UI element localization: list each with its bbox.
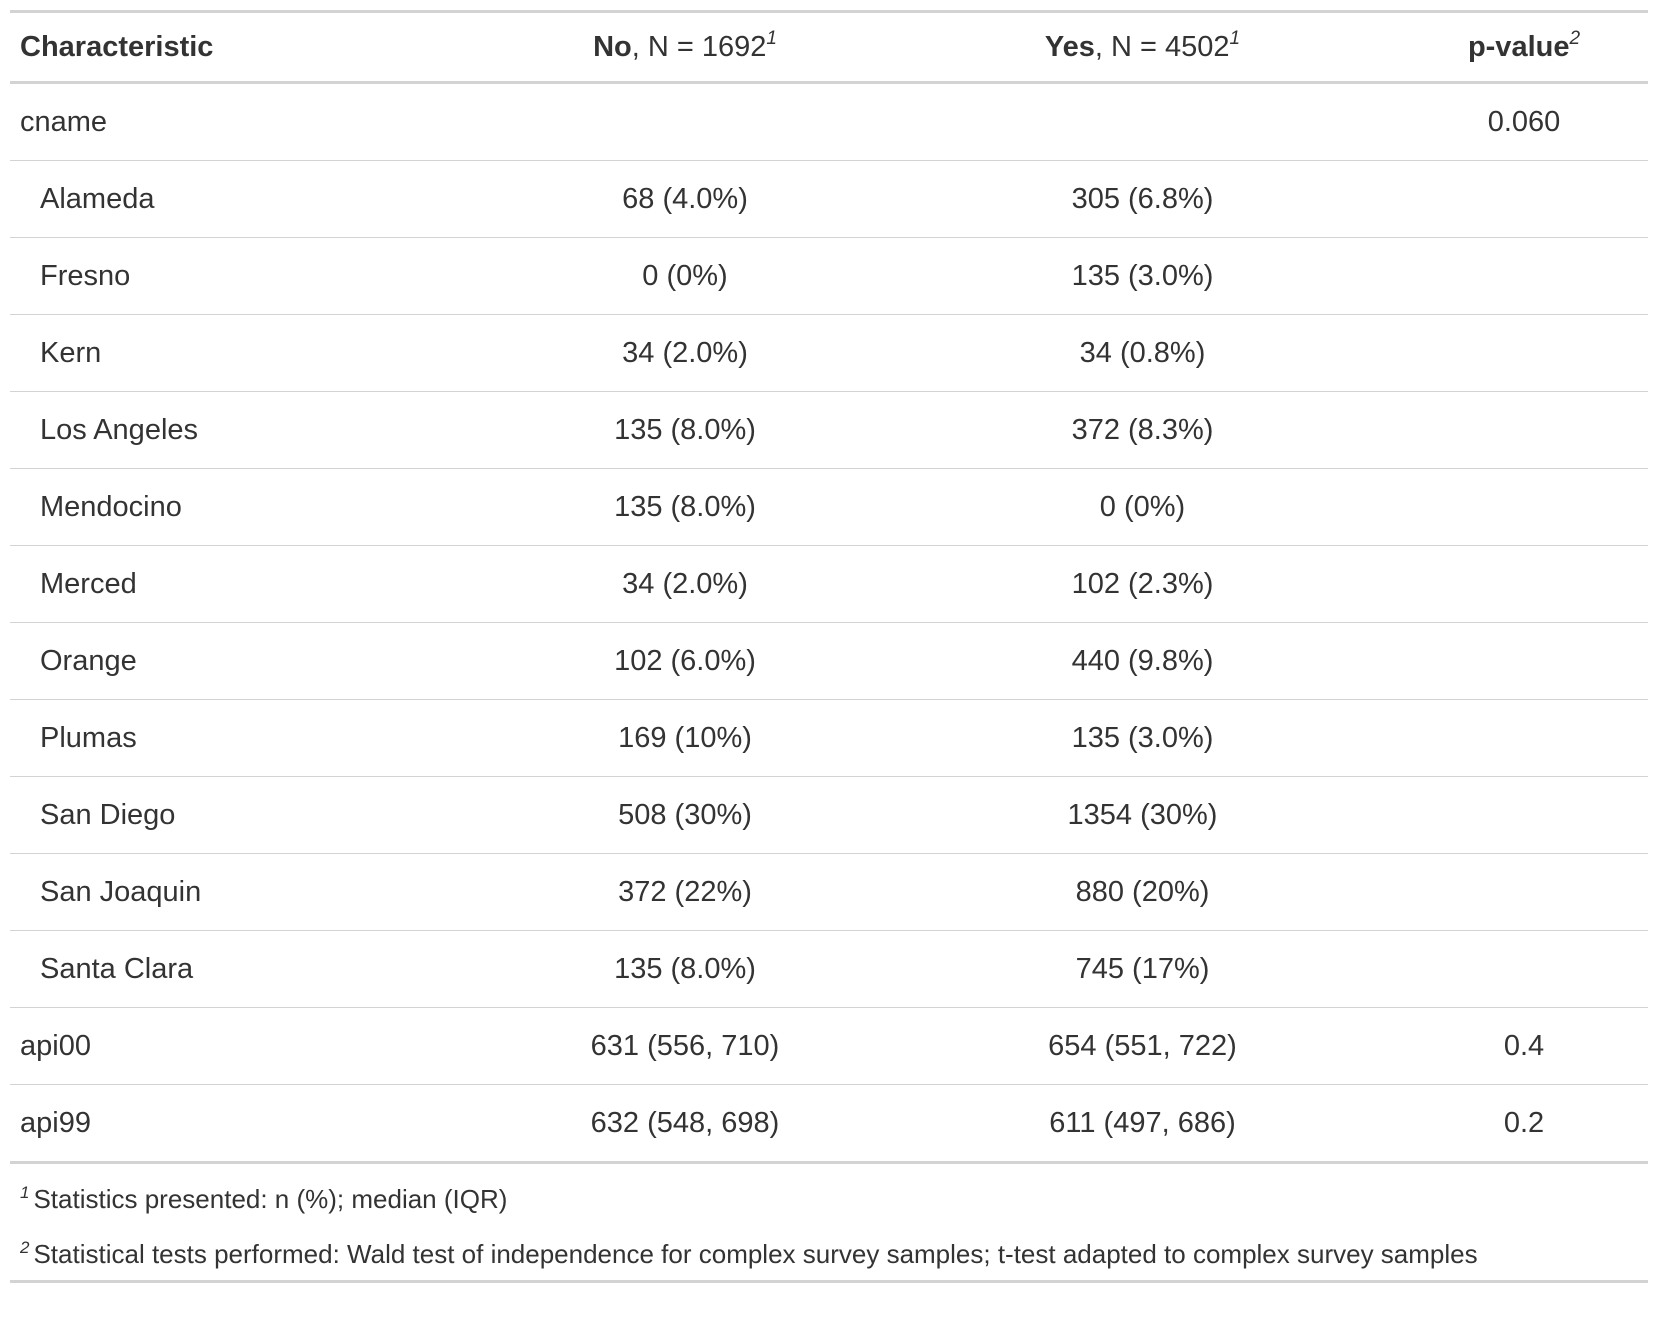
cell-yes: 305 (6.8%): [885, 160, 1400, 238]
row-label: Mendocino: [10, 468, 485, 546]
cell-pvalue: [1400, 468, 1648, 546]
header-no-n: , N = 1692: [631, 30, 767, 63]
header-yes-label: Yes: [1044, 30, 1095, 63]
cell-pvalue: [1400, 391, 1648, 469]
cell-no: 135 (8.0%): [485, 930, 885, 1008]
header-pvalue: p-value2: [1400, 11, 1648, 84]
table-row: Alameda 68 (4.0%) 305 (6.8%): [10, 160, 1648, 238]
cell-yes: [885, 83, 1400, 161]
cell-yes: 654 (551, 722): [885, 1007, 1400, 1085]
footnote-mark: 1: [1229, 27, 1241, 49]
row-label: Orange: [10, 622, 485, 700]
cell-no: 135 (8.0%): [485, 468, 885, 546]
cell-pvalue: [1400, 622, 1648, 700]
cell-pvalue: 0.4: [1400, 1007, 1648, 1085]
row-label: api99: [10, 1084, 485, 1163]
cell-pvalue: [1400, 776, 1648, 854]
footnote-row: 2 Statistical tests performed: Wald test …: [10, 1228, 1648, 1282]
cell-pvalue: [1400, 160, 1648, 238]
table-row: Merced 34 (2.0%) 102 (2.3%): [10, 545, 1648, 623]
row-label: Plumas: [10, 699, 485, 777]
cell-no: 169 (10%): [485, 699, 885, 777]
table-header: Characteristic No, N = 16921 Yes, N = 45…: [10, 11, 1648, 84]
table-footnotes: 1 Statistics presented: n (%); median (IQ…: [10, 1161, 1648, 1282]
cell-yes: 440 (9.8%): [885, 622, 1400, 700]
row-label: Alameda: [10, 160, 485, 238]
header-no: No, N = 16921: [485, 11, 885, 84]
cell-pvalue: [1400, 237, 1648, 315]
footnote-2: 2 Statistical tests performed: Wald test …: [10, 1228, 1648, 1282]
table-row: Orange 102 (6.0%) 440 (9.8%): [10, 622, 1648, 700]
table-row: Mendocino 135 (8.0%) 0 (0%): [10, 468, 1648, 546]
cell-no: 372 (22%): [485, 853, 885, 931]
header-characteristic: Characteristic: [10, 11, 485, 84]
row-label: San Joaquin: [10, 853, 485, 931]
cell-yes: 880 (20%): [885, 853, 1400, 931]
footnote-mark: 1: [766, 27, 777, 49]
cell-pvalue: [1400, 314, 1648, 392]
cell-yes: 1354 (30%): [885, 776, 1400, 854]
footnote-row: 1 Statistics presented: n (%); median (IQ…: [10, 1161, 1648, 1228]
cell-no: 68 (4.0%): [485, 160, 885, 238]
row-label: San Diego: [10, 776, 485, 854]
cell-yes: 611 (497, 686): [885, 1084, 1400, 1163]
cell-pvalue: 0.060: [1487, 105, 1561, 138]
row-label: Kern: [10, 314, 485, 392]
cell-yes: 372 (8.3%): [885, 391, 1400, 469]
cell-no: [485, 83, 885, 161]
table-row: San Diego 508 (30%) 1354 (30%): [10, 776, 1648, 854]
table-row: Los Angeles 135 (8.0%) 372 (8.3%): [10, 391, 1648, 469]
cell-no: 632 (548, 698): [485, 1084, 885, 1163]
cell-no: 34 (2.0%): [485, 545, 885, 623]
cell-no: 631 (556, 710): [485, 1007, 885, 1085]
cell-yes: 135 (3.0%): [885, 237, 1400, 315]
cell-no: 508 (30%): [485, 776, 885, 854]
cell-no: 0 (0%): [485, 237, 885, 315]
table-row: Santa Clara 135 (8.0%) 745 (17%): [10, 930, 1648, 1008]
footnote-1: 1 Statistics presented: n (%); median (IQ…: [10, 1161, 1648, 1228]
row-label: cname: [20, 105, 108, 138]
table-row: api00 631 (556, 710) 654 (551, 722) 0.4: [10, 1007, 1648, 1085]
summary-table-container: Characteristic No, N = 16921 Yes, N = 45…: [10, 10, 1648, 1283]
cell-yes: 135 (3.0%): [885, 699, 1400, 777]
cell-yes: 0 (0%): [885, 468, 1400, 546]
row-label: Los Angeles: [10, 391, 485, 469]
header-yes-n: , N = 4502: [1094, 30, 1230, 63]
table-row: San Joaquin 372 (22%) 880 (20%): [10, 853, 1648, 931]
cell-pvalue: [1400, 853, 1648, 931]
footnote-mark: 2: [20, 1237, 30, 1257]
footnote-mark: 1: [20, 1182, 30, 1202]
cell-no: 34 (2.0%): [485, 314, 885, 392]
row-label: Fresno: [10, 237, 485, 315]
footnote-text: Statistics presented: n (%); median (IQR…: [33, 1183, 508, 1214]
header-yes: Yes, N = 45021: [885, 11, 1400, 84]
header-row: Characteristic No, N = 16921 Yes, N = 45…: [10, 11, 1648, 84]
table-row: Kern 34 (2.0%) 34 (0.8%): [10, 314, 1648, 392]
row-label: api00: [10, 1007, 485, 1085]
table-row: cname 0.060: [10, 83, 1648, 161]
cell-pvalue: 0.2: [1400, 1084, 1648, 1163]
header-no-label: No: [593, 30, 632, 63]
cell-yes: 102 (2.3%): [885, 545, 1400, 623]
row-label: Santa Clara: [10, 930, 485, 1008]
cell-yes: 745 (17%): [885, 930, 1400, 1008]
table-body: cname 0.060 Alameda 68 (4.0%) 305 (6.8%)…: [10, 83, 1648, 1163]
footnote-text: Statistical tests performed: Wald test o…: [33, 1238, 1478, 1269]
summary-table: Characteristic No, N = 16921 Yes, N = 45…: [10, 10, 1648, 1283]
cell-no: 135 (8.0%): [485, 391, 885, 469]
cell-pvalue: [1400, 699, 1648, 777]
table-row: Plumas 169 (10%) 135 (3.0%): [10, 699, 1648, 777]
cell-yes: 34 (0.8%): [885, 314, 1400, 392]
cell-pvalue: [1400, 545, 1648, 623]
cell-pvalue: [1400, 930, 1648, 1008]
table-row: api99 632 (548, 698) 611 (497, 686) 0.2: [10, 1084, 1648, 1163]
row-label: Merced: [10, 545, 485, 623]
cell-no: 102 (6.0%): [485, 622, 885, 700]
table-row: Fresno 0 (0%) 135 (3.0%): [10, 237, 1648, 315]
footnote-mark: 2: [1569, 27, 1581, 49]
